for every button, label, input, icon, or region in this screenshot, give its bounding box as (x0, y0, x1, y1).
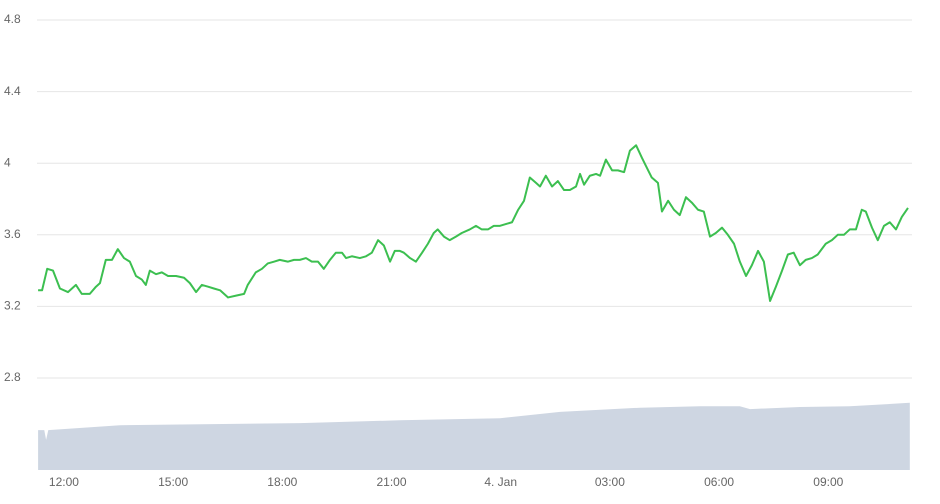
x-tick-label: 03:00 (595, 475, 625, 489)
y-tick-label: 2.8 (4, 370, 21, 384)
x-tick-label: 4. Jan (484, 475, 517, 489)
y-tick-label: 4 (4, 155, 11, 169)
x-tick-label: 09:00 (813, 475, 843, 489)
x-tick-label: 15:00 (158, 475, 188, 489)
y-tick-label: 3.2 (4, 299, 21, 313)
x-tick-label: 18:00 (267, 475, 297, 489)
x-tick-label: 06:00 (704, 475, 734, 489)
y-tick-label: 4.4 (4, 84, 21, 98)
y-tick-label: 3.6 (4, 227, 21, 241)
y-tick-label: 4.8 (4, 12, 21, 26)
area (38, 402, 910, 470)
x-tick-label: 21:00 (376, 475, 406, 489)
x-tick-label: 12:00 (49, 475, 79, 489)
line (38, 144, 909, 303)
